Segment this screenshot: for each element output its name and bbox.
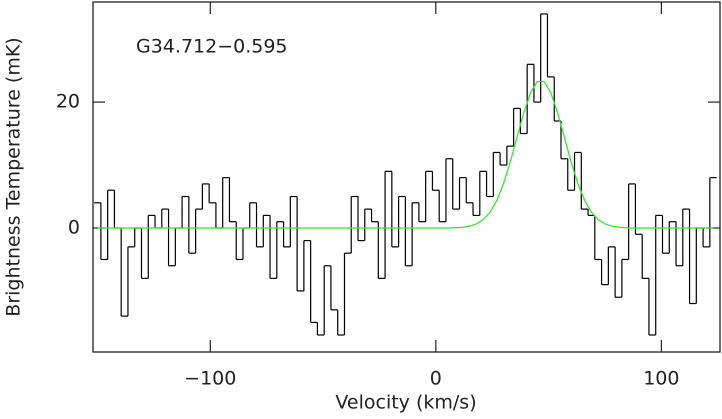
x-tick-label: 100 (643, 368, 679, 390)
y-axis-title: Brightness Temperature (mK) (3, 37, 25, 316)
y-tick-label: 20 (56, 91, 80, 113)
step-connectors (100, 13, 711, 336)
x-tick-label: −100 (184, 368, 236, 390)
annotation: G34.712−0.595 (136, 36, 288, 58)
fit-line (97, 80, 714, 229)
plot-frame (92, 1, 721, 353)
x-tick-label: 0 (430, 368, 442, 390)
x-axis-title: Velocity (km/s) (335, 392, 476, 414)
y-tick-label: 0 (68, 216, 80, 238)
